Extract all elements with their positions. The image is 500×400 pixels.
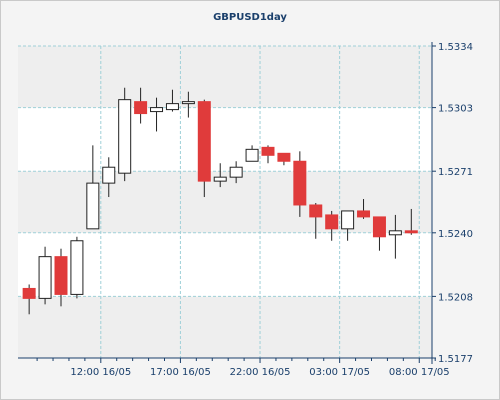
candle-body [197,101,211,182]
y-tick-label: 1.5271 [438,167,473,178]
candle [229,161,243,184]
candle-body [372,216,386,238]
candle-body [341,210,355,230]
x-tick-label: 03:00 17/05 [309,367,370,378]
candle [293,151,307,217]
candle [22,284,36,315]
x-tick-label: 17:00 16/05 [150,367,211,378]
candle [341,210,355,241]
candle [165,89,179,112]
candle-body [309,204,323,218]
candle-body [70,240,84,295]
background-band [18,107,432,172]
candle [388,214,402,259]
candle [325,210,339,241]
candle-body [38,256,52,299]
background-band [18,296,432,358]
candle [245,145,259,162]
chart-title: GBPUSD1day [213,12,287,23]
candle-body [181,101,195,105]
candle [261,145,275,164]
candle-body [293,160,307,206]
candle [181,91,195,118]
candle [38,246,52,305]
candle [357,199,371,219]
y-tick-label: 1.5303 [438,104,473,115]
x-tick-label: 08:00 17/05 [389,367,450,378]
candle-body [134,101,148,115]
candle [150,97,164,132]
candle-body [22,287,36,299]
candle [372,216,386,251]
candle [134,87,148,124]
background-band [18,232,432,297]
candle [102,157,116,198]
candle [277,152,291,166]
candle-body [229,166,243,178]
candle [213,163,227,188]
axes [18,42,436,364]
candle [197,99,211,198]
candle-body [86,182,100,230]
x-tick-label: 22:00 16/05 [230,367,291,378]
candle-body [54,256,68,295]
candles [22,87,418,315]
x-tick-label: 12:00 16/05 [70,367,131,378]
candle-body [404,230,418,234]
background-band [18,46,432,108]
y-tick-labels: 1.5177 1.5208 1.5240 1.5271 1.5303 1.5334 [438,42,473,365]
candle [118,87,132,182]
candle [309,202,323,239]
background-bands [18,46,432,358]
candle-body [261,146,275,156]
y-tick-label: 1.5240 [438,229,473,240]
candle [70,236,84,299]
candle-body [150,107,164,113]
candle [404,208,418,235]
candle-body [213,176,227,182]
y-tick-label: 1.5177 [438,354,473,365]
candle-body [388,230,402,236]
candle-body [277,152,291,162]
y-tick-label: 1.5334 [438,42,473,53]
candle-body [245,148,259,162]
y-tick-label: 1.5208 [438,292,473,303]
candle [86,145,100,230]
x-tick-labels: 12:00 16/05 17:00 16/05 22:00 16/05 03:00 1… [70,367,449,378]
candle-body [165,103,179,111]
candle [54,248,68,307]
candle-body [357,210,371,218]
candle-body [102,166,116,184]
candle-body [325,214,339,230]
candle-body [118,99,132,174]
